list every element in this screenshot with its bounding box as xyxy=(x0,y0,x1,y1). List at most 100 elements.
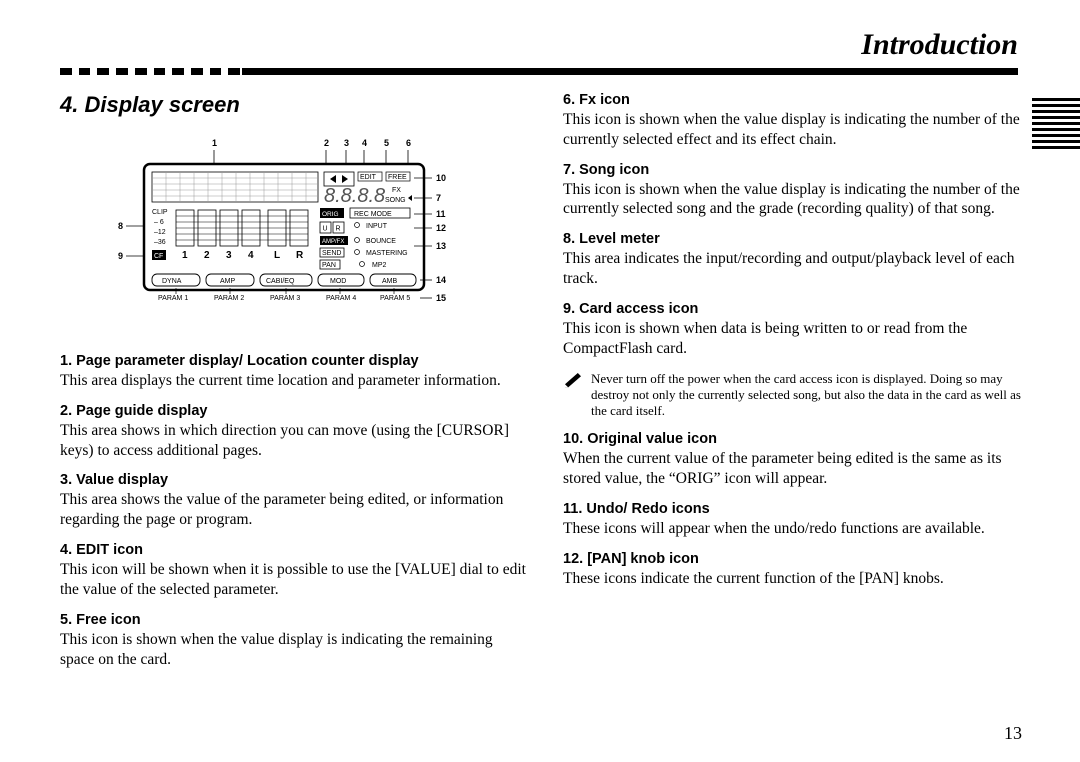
item-title: 10. Original value icon xyxy=(563,431,1030,447)
item-3: 3. Value display This area shows the val… xyxy=(60,472,527,530)
svg-text:15: 15 xyxy=(436,293,446,303)
item-title: 6. Fx icon xyxy=(563,92,1030,108)
item-2: 2. Page guide display This area shows in… xyxy=(60,403,527,461)
svg-text:INPUT: INPUT xyxy=(366,223,388,230)
svg-text:CLIP: CLIP xyxy=(152,209,168,216)
item-body: This icon is shown when data is being wr… xyxy=(563,319,1030,359)
svg-text:9: 9 xyxy=(118,251,123,261)
item-title: 1. Page parameter display/ Location coun… xyxy=(60,353,527,369)
item-body: This area shows the value of the paramet… xyxy=(60,490,527,530)
display-diagram: 1 2 3 4 5 6 xyxy=(60,136,527,329)
warning-note: Never turn off the power when the card a… xyxy=(563,371,1030,420)
item-title: 7. Song icon xyxy=(563,162,1030,178)
chapter-title: Introduction xyxy=(60,28,1018,62)
svg-text:EDIT: EDIT xyxy=(360,174,377,181)
svg-text:REC MODE: REC MODE xyxy=(354,211,392,218)
svg-text:DYNA: DYNA xyxy=(162,278,182,285)
svg-text:MOD: MOD xyxy=(330,278,346,285)
svg-text:3: 3 xyxy=(344,138,349,148)
svg-text:–12: –12 xyxy=(154,229,166,236)
item-title: 9. Card access icon xyxy=(563,301,1030,317)
svg-text:PARAM 3: PARAM 3 xyxy=(270,295,300,302)
svg-text:–36: –36 xyxy=(154,239,166,246)
item-body: These icons indicate the current functio… xyxy=(563,569,1030,589)
svg-text:14: 14 xyxy=(436,275,446,285)
item-body: This area shows in which direction you c… xyxy=(60,421,527,461)
svg-text:L: L xyxy=(274,250,280,261)
item-5: 5. Free icon This icon is shown when the… xyxy=(60,612,527,670)
item-9: 9. Card access icon This icon is shown w… xyxy=(563,301,1030,359)
svg-text:AMP: AMP xyxy=(220,278,236,285)
svg-text:8: 8 xyxy=(118,221,123,231)
right-column: 6. Fx icon This icon is shown when the v… xyxy=(563,92,1030,601)
item-title: 12. [PAN] knob icon xyxy=(563,551,1030,567)
svg-text:R: R xyxy=(296,250,304,261)
item-title: 11. Undo/ Redo icons xyxy=(563,501,1030,517)
svg-text:PARAM 1: PARAM 1 xyxy=(158,295,188,302)
svg-text:AMP/FX: AMP/FX xyxy=(322,239,344,245)
svg-text:13: 13 xyxy=(436,241,446,251)
item-body: When the current value of the parameter … xyxy=(563,449,1030,489)
item-body: This icon is shown when the value displa… xyxy=(563,110,1030,150)
svg-text:MASTERING: MASTERING xyxy=(366,250,408,257)
svg-text:FX: FX xyxy=(392,187,401,194)
svg-text:10: 10 xyxy=(436,173,446,183)
left-column: 4. Display screen 1 2 3 4 5 6 xyxy=(60,92,527,681)
svg-text:PARAM 5: PARAM 5 xyxy=(380,295,410,302)
svg-text:2: 2 xyxy=(204,250,210,261)
content-columns: 4. Display screen 1 2 3 4 5 6 xyxy=(60,92,1030,681)
svg-text:PARAM 2: PARAM 2 xyxy=(214,295,244,302)
svg-text:2: 2 xyxy=(324,138,329,148)
svg-text:MP2: MP2 xyxy=(372,262,387,269)
item-body: This icon will be shown when it is possi… xyxy=(60,560,527,600)
svg-text:1: 1 xyxy=(182,250,188,261)
display-diagram-svg: 1 2 3 4 5 6 xyxy=(114,136,474,324)
item-8: 8. Level meter This area indicates the i… xyxy=(563,231,1030,289)
svg-text:CABI/EQ: CABI/EQ xyxy=(266,278,295,285)
item-title: 3. Value display xyxy=(60,472,527,488)
thumb-tab xyxy=(1032,98,1080,152)
svg-text:PARAM 4: PARAM 4 xyxy=(326,295,356,302)
svg-text:BOUNCE: BOUNCE xyxy=(366,238,396,245)
item-12: 12. [PAN] knob icon These icons indicate… xyxy=(563,551,1030,589)
svg-text:U: U xyxy=(322,226,327,233)
page-number: 13 xyxy=(1004,723,1022,744)
svg-text:12: 12 xyxy=(436,223,446,233)
pencil-icon xyxy=(563,373,583,389)
item-body: This area displays the current time loca… xyxy=(60,371,527,391)
svg-text:AMB: AMB xyxy=(382,278,398,285)
svg-text:5: 5 xyxy=(384,138,389,148)
item-body: This icon is shown when the value displa… xyxy=(563,180,1030,220)
item-title: 8. Level meter xyxy=(563,231,1030,247)
item-title: 4. EDIT icon xyxy=(60,542,527,558)
item-title: 5. Free icon xyxy=(60,612,527,628)
item-6: 6. Fx icon This icon is shown when the v… xyxy=(563,92,1030,150)
svg-text:4: 4 xyxy=(362,138,367,148)
note-text: Never turn off the power when the card a… xyxy=(591,371,1030,420)
svg-text:7: 7 xyxy=(436,193,441,203)
item-4: 4. EDIT icon This icon will be shown whe… xyxy=(60,542,527,600)
svg-text:8.8.8.8: 8.8.8.8 xyxy=(324,185,385,207)
item-title: 2. Page guide display xyxy=(60,403,527,419)
item-body: This icon is shown when the value displa… xyxy=(60,630,527,670)
svg-text:6: 6 xyxy=(406,138,411,148)
svg-text:1: 1 xyxy=(212,138,217,148)
svg-text:CF: CF xyxy=(154,253,163,260)
svg-text:ORIG: ORIG xyxy=(322,211,339,218)
svg-text:R: R xyxy=(335,226,340,233)
item-7: 7. Song icon This icon is shown when the… xyxy=(563,162,1030,220)
heading-rule xyxy=(60,66,1018,76)
item-body: These icons will appear when the undo/re… xyxy=(563,519,1030,539)
section-title: 4. Display screen xyxy=(60,92,527,118)
svg-text:SEND: SEND xyxy=(322,250,341,257)
item-10: 10. Original value icon When the current… xyxy=(563,431,1030,489)
svg-text:SONG: SONG xyxy=(385,197,406,204)
item-1: 1. Page parameter display/ Location coun… xyxy=(60,353,527,391)
manual-page: Introduction 4. Display screen 1 2 3 4 5 xyxy=(0,0,1080,762)
svg-text:4: 4 xyxy=(248,250,254,261)
svg-text:FREE: FREE xyxy=(388,174,407,181)
svg-text:– 6: – 6 xyxy=(154,219,164,226)
svg-text:PAN: PAN xyxy=(322,262,336,269)
svg-text:11: 11 xyxy=(436,209,446,219)
item-body: This area indicates the input/recording … xyxy=(563,249,1030,289)
